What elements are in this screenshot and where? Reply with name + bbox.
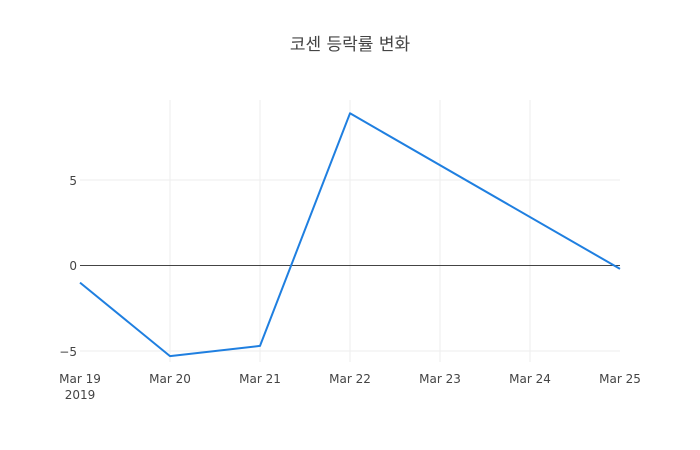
x-tick-label: Mar 21: [239, 372, 281, 386]
y-tick-label: 0: [69, 259, 77, 273]
x-axis: Mar 19 2019 Mar 20 Mar 21 Mar 22 Mar 23 …: [59, 372, 641, 402]
chart-title: 코센 등락률 변화: [289, 35, 411, 55]
x-gridlines: [169, 100, 531, 362]
x-tick-year: 2019: [65, 388, 96, 402]
x-tick-label: Mar 23: [419, 372, 461, 386]
x-tick-label: Mar 25: [599, 372, 641, 386]
y-tick-label: −5: [59, 345, 77, 359]
x-tick-label: Mar 20: [149, 372, 191, 386]
y-tick-label: 5: [69, 174, 77, 188]
x-tick-label: Mar 22: [329, 372, 371, 386]
y-axis: 5 0 −5: [59, 174, 77, 359]
x-tick-label: Mar 24: [509, 372, 551, 386]
y-gridlines: [80, 179, 620, 352]
series-line: [79, 112, 621, 358]
x-tick-label: Mar 19: [59, 372, 101, 386]
